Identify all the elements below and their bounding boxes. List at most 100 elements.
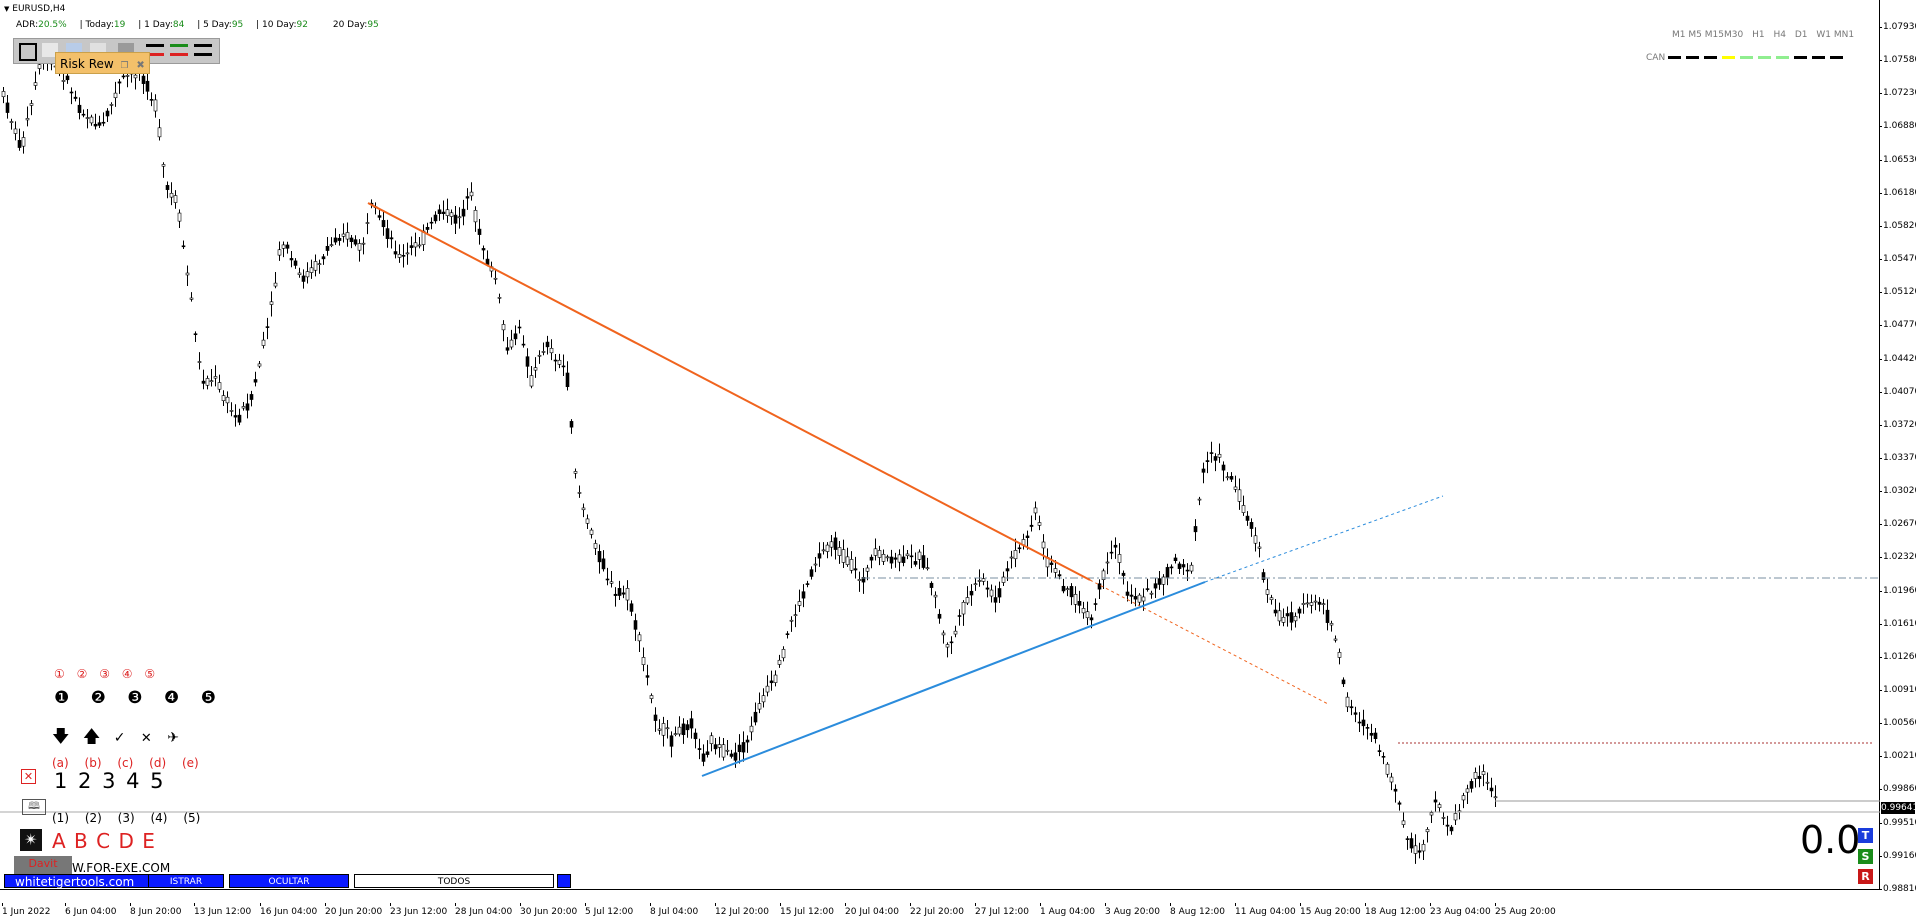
delete-labels-icon[interactable]: ✕ [21, 769, 36, 784]
cross-icon[interactable]: ✕ [140, 731, 152, 746]
risk-reward-tool[interactable]: Risk Rew ❐ ✖ [55, 52, 150, 74]
wave-label-black-5[interactable]: ❺ [200, 688, 216, 708]
chart-area[interactable] [0, 0, 1880, 890]
candle-body [1265, 589, 1270, 595]
candle-body [873, 548, 878, 556]
today-value: 19 [113, 20, 126, 30]
wave-label-paren-4[interactable]: (4) [150, 811, 168, 825]
candle-body [853, 568, 858, 571]
tf-h1[interactable]: H1 [1752, 30, 1765, 40]
rectangle-tool-icon[interactable] [19, 43, 37, 61]
candle-body [473, 210, 478, 223]
tf-h4[interactable]: H4 [1773, 30, 1786, 40]
wave-label-b[interactable]: (b) [84, 756, 102, 770]
candle-body [1197, 498, 1202, 501]
wave-label-black-4[interactable]: ❹ [163, 688, 180, 708]
ocultar-button[interactable]: OCULTAR [229, 874, 349, 888]
line-style-black-2[interactable] [194, 44, 212, 47]
tf-mn1[interactable]: MN1 [1833, 30, 1855, 40]
candle-body [885, 556, 890, 559]
letters-label[interactable]: A B C D E [52, 829, 156, 853]
candle-body [209, 380, 214, 383]
r-button[interactable]: R [1858, 869, 1873, 884]
candle-body [449, 212, 454, 217]
candle-body [1073, 594, 1078, 605]
arrow-down-icon[interactable]: 🡇 [52, 727, 70, 747]
wave-label-black-3[interactable]: ❸ [127, 688, 143, 708]
wave-label-e[interactable]: (e) [181, 756, 199, 770]
wave-label-black-2[interactable]: ❷ [90, 688, 106, 708]
line-style-black[interactable] [146, 44, 164, 47]
candle-body [1353, 712, 1358, 715]
dropdown-icon[interactable]: ▼ [4, 5, 10, 13]
candle-body [1273, 609, 1278, 614]
candle-body [537, 354, 542, 357]
candle-body [1481, 771, 1486, 775]
candle-body [241, 406, 246, 409]
wave-label-black-1[interactable]: ❶ [54, 688, 70, 708]
s-button[interactable]: S [1858, 849, 1873, 864]
wave-label-red-4[interactable]: ④ [121, 667, 133, 681]
close-icon[interactable]: ✖ [136, 60, 145, 71]
time-tick-label: 3 Aug 20:00 [1105, 903, 1160, 917]
candle-body [1001, 576, 1006, 583]
tf-m15[interactable]: M15 [1704, 30, 1724, 40]
color-swatch-light[interactable] [42, 43, 58, 57]
downtrend-extension [1089, 579, 1329, 705]
mostrar-button[interactable]: ISTRAR [148, 874, 224, 888]
t-button[interactable]: T [1858, 828, 1873, 843]
wave-label-paren-1[interactable]: (1) [52, 811, 69, 825]
line-style-green[interactable] [170, 44, 188, 47]
candle-body [1465, 788, 1470, 793]
candle-body [925, 567, 930, 570]
arrow-up-icon[interactable]: 🡅 [82, 727, 101, 747]
compass-icon[interactable]: ✴ [20, 829, 42, 851]
davit-button[interactable]: Davit [14, 856, 72, 876]
candle-body [625, 588, 630, 601]
check-icon[interactable]: ✓ [113, 730, 126, 746]
wave-label-c[interactable]: (c) [117, 756, 134, 770]
candle-body [425, 226, 430, 230]
tf-d1[interactable]: D1 [1794, 30, 1808, 40]
tf-m1[interactable]: M1 [1672, 30, 1686, 40]
tf-w1[interactable]: W1 [1816, 30, 1831, 40]
plane-icon[interactable]: ✈ [167, 730, 179, 746]
candle-body [1041, 541, 1046, 549]
candlestick-chart[interactable] [0, 0, 1880, 890]
candle-body [673, 733, 678, 735]
candle-body [217, 382, 222, 390]
candle-body [117, 81, 122, 84]
digits-label[interactable]: 1 2 3 4 5 [54, 769, 166, 793]
candle-body [1125, 591, 1130, 596]
wave-label-red-5[interactable]: ⑤ [144, 667, 156, 681]
line-style-red-2[interactable] [170, 53, 188, 56]
line-style-black-3[interactable] [194, 53, 212, 56]
wave-label-d[interactable]: (d) [149, 756, 167, 770]
candle-body [445, 209, 450, 216]
candle-body [645, 675, 650, 678]
tf-m30[interactable]: M30 [1723, 30, 1744, 40]
restore-icon[interactable]: ❐ [120, 61, 129, 71]
candle-body [257, 363, 262, 367]
wave-label-red-2[interactable]: ② [76, 667, 88, 681]
wave-label-red-1[interactable]: ① [54, 667, 65, 681]
candle-body [317, 263, 322, 265]
candle-body [1217, 453, 1222, 458]
candle-body [1169, 566, 1174, 569]
tf-m5[interactable]: M5 [1688, 30, 1702, 40]
book-icon[interactable]: 🕮 [22, 799, 46, 815]
line-style-red[interactable] [146, 53, 164, 56]
candle-body [1065, 588, 1070, 590]
candle-body [1209, 452, 1214, 454]
candle-body [185, 272, 190, 276]
toggle-button[interactable] [557, 874, 571, 888]
time-tick-label: 27 Jul 12:00 [975, 903, 1029, 917]
time-tick-label: 11 Aug 04:00 [1235, 903, 1296, 917]
wave-label-paren-3[interactable]: (3) [117, 811, 135, 825]
wave-label-paren-2[interactable]: (2) [84, 811, 102, 825]
wave-label-paren-5[interactable]: (5) [183, 811, 201, 825]
wave-label-a[interactable]: (a) [52, 756, 69, 770]
wave-label-red-3[interactable]: ③ [99, 667, 110, 681]
candle-body [865, 567, 870, 572]
todos-button[interactable]: TODOS [354, 874, 554, 888]
